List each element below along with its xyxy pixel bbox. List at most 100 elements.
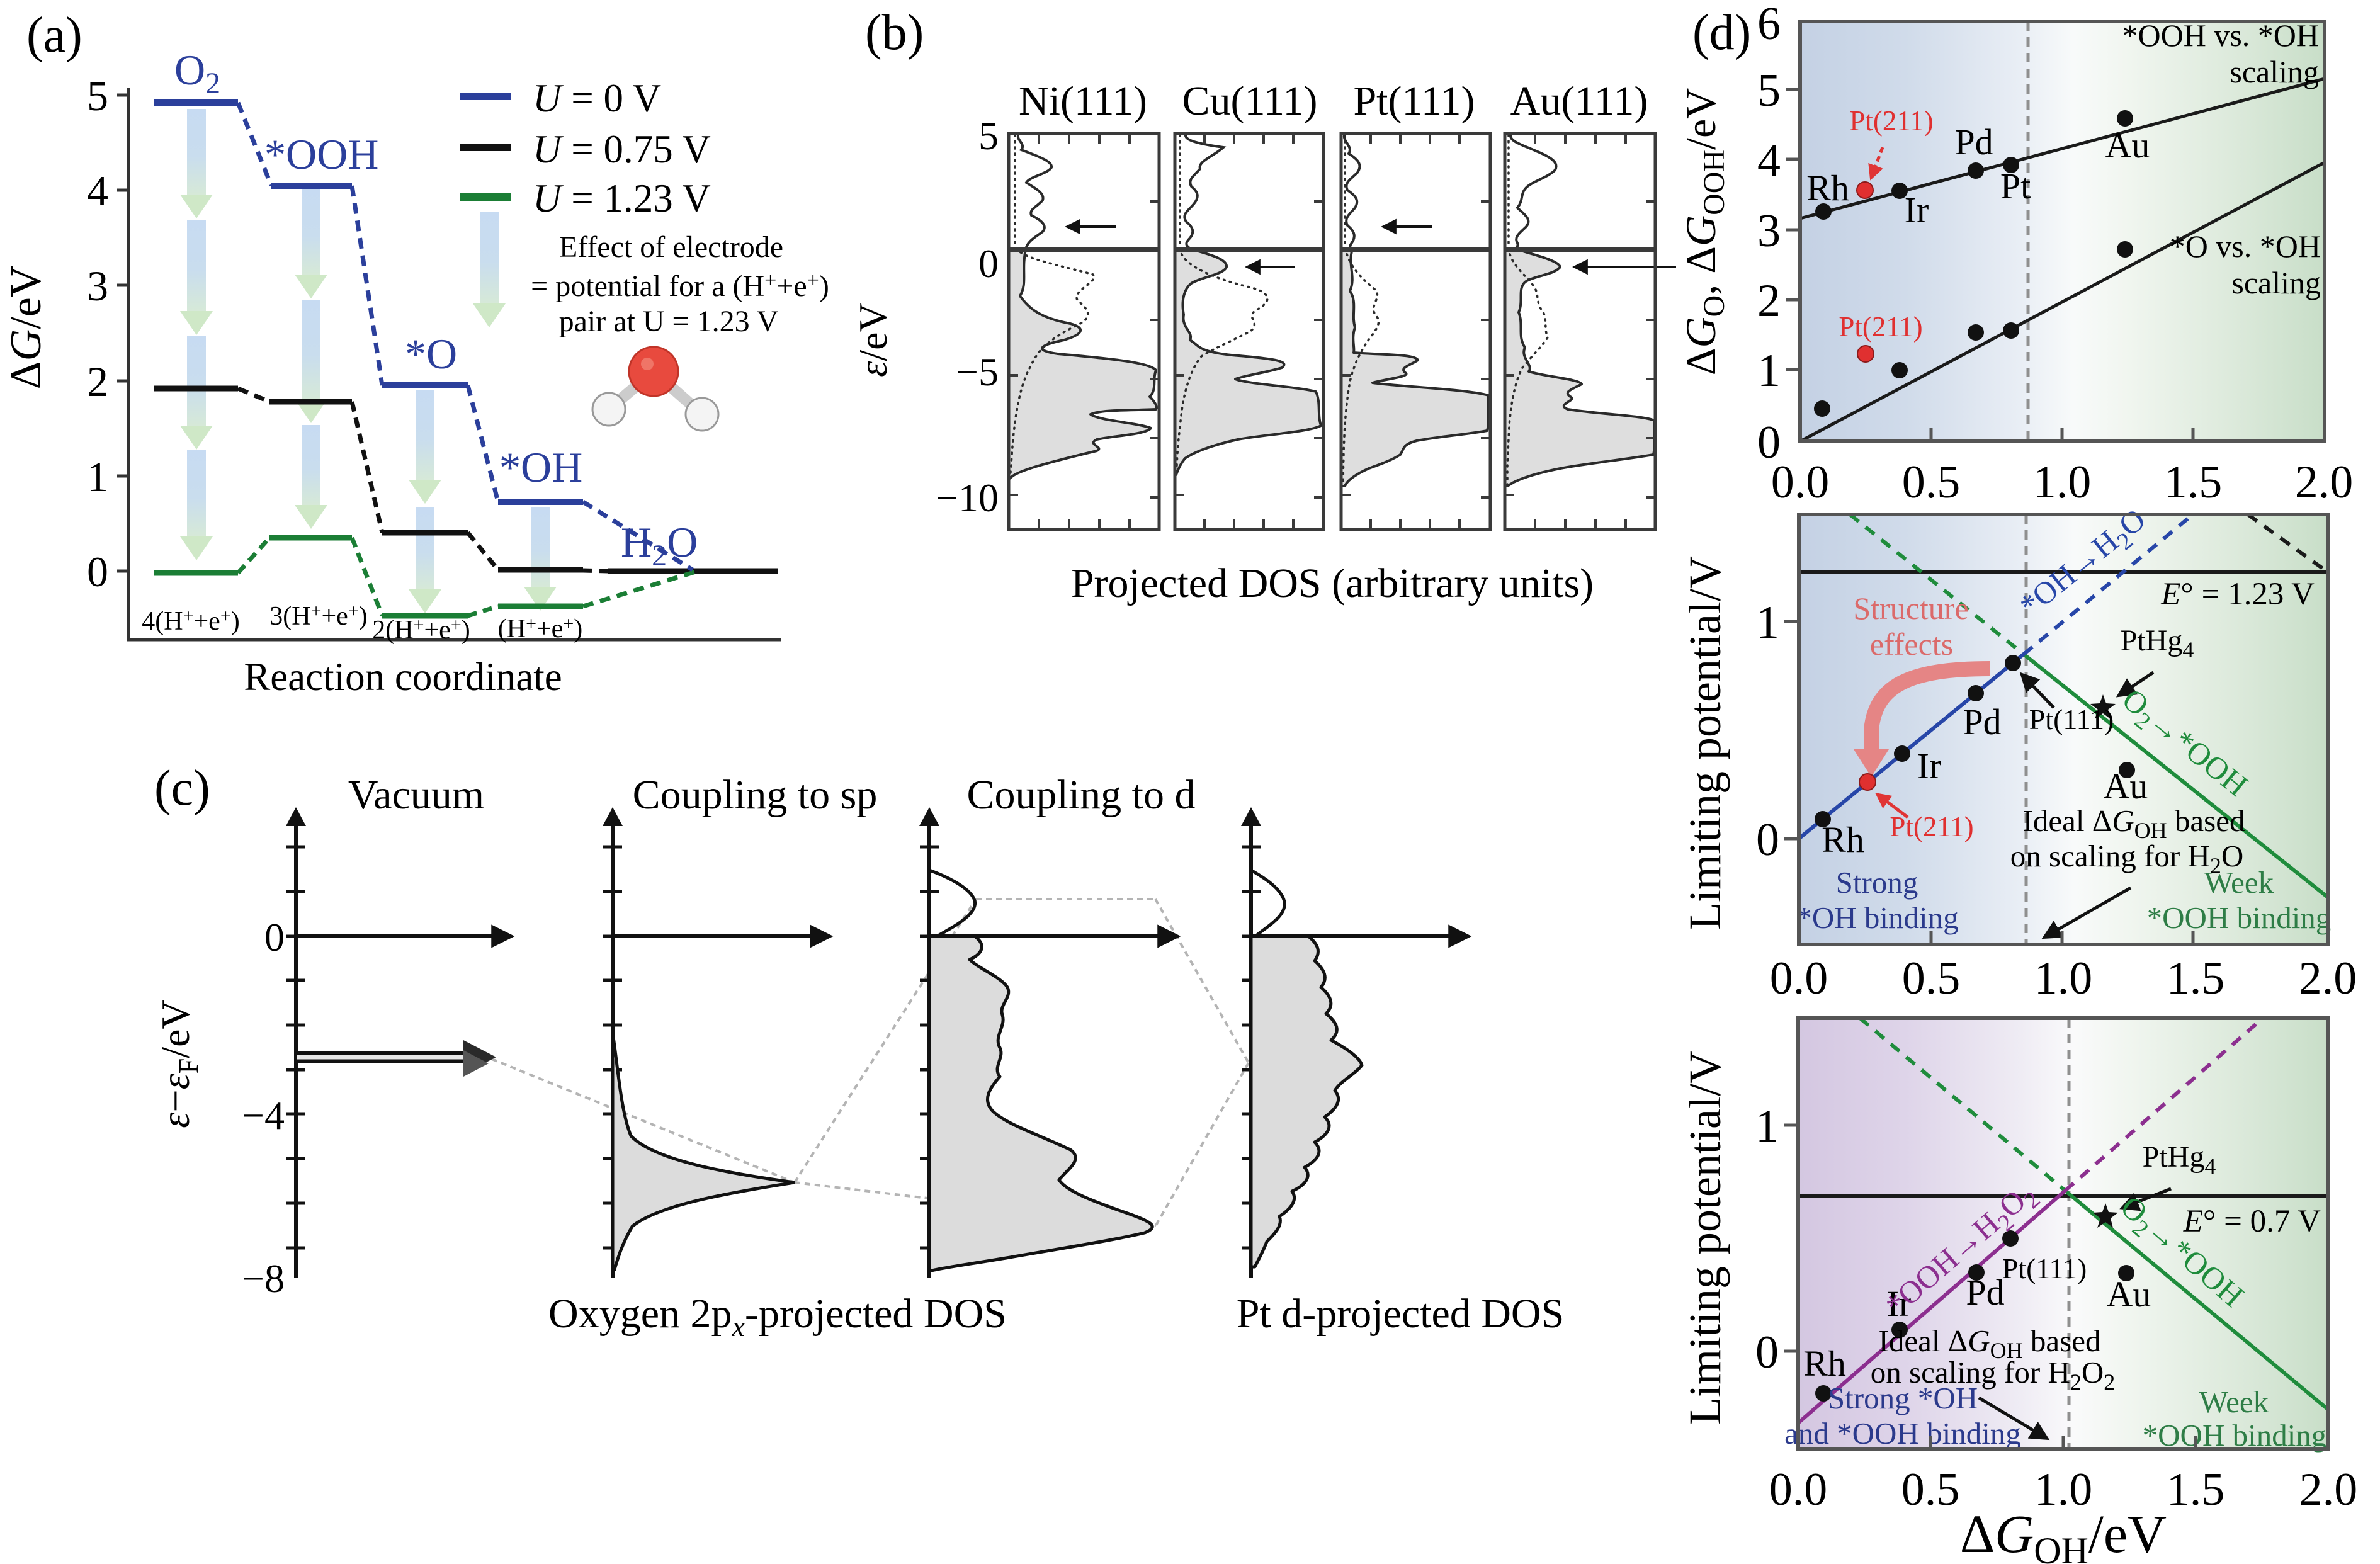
svg-text:and *OOH binding: and *OOH binding [1784,1416,2021,1451]
svg-text:2.0: 2.0 [2299,1464,2358,1516]
svg-text:pair at U = 1.23 V: pair at U = 1.23 V [559,305,779,338]
svg-text:0: 0 [87,548,108,596]
svg-text:Week: Week [2199,1385,2269,1419]
svg-text:1.0: 1.0 [2034,1464,2093,1516]
svg-text:3: 3 [1757,205,1781,257]
svg-text:Au: Au [2107,1274,2151,1315]
svg-text:*O vs. *OH: *O vs. *OH [2170,229,2321,264]
svg-text:2: 2 [87,358,108,405]
svg-text:Rh: Rh [1806,167,1849,208]
svg-text:0.0: 0.0 [1771,456,1830,508]
svg-text:6: 6 [1757,0,1781,50]
svg-text:5: 5 [1757,65,1781,116]
svg-text:Projected DOS (arbitrary units: Projected DOS (arbitrary units) [1071,560,1594,606]
svg-text:Pt: Pt [2000,166,2031,207]
svg-text:4(H++e+): 4(H++e+) [142,606,240,636]
svg-text:Ir: Ir [1887,1283,1912,1324]
svg-text:U = 0 V: U = 0 V [533,76,661,120]
svg-text:2.0: 2.0 [2295,456,2354,508]
svg-text:1.0: 1.0 [2033,456,2092,508]
svg-text:Cu(111): Cu(111) [1182,78,1317,124]
svg-text:5: 5 [978,113,999,158]
svg-text:PtHg4: PtHg4 [2121,624,2194,662]
svg-text:0.5: 0.5 [1901,1464,1960,1516]
svg-text:1: 1 [1756,597,1779,649]
svg-text:4: 4 [87,167,108,215]
svg-text:1.5: 1.5 [2167,953,2225,1004]
svg-text:Pd: Pd [1966,1272,2004,1313]
svg-text:Limiting potential/V: Limiting potential/V [1680,1051,1730,1425]
svg-text:−10: −10 [936,475,999,520]
svg-text:Vacuum: Vacuum [348,772,484,818]
svg-text:Rh: Rh [1803,1343,1846,1384]
svg-text:0.0: 0.0 [1770,953,1828,1004]
svg-text:*OH: *OH [499,443,582,491]
svg-text:*OOH: *OOH [264,130,378,178]
svg-text:*OOH vs. *OH: *OOH vs. *OH [2122,18,2320,53]
svg-text:Coupling to d: Coupling to d [966,772,1195,818]
svg-text:−8: −8 [242,1256,285,1301]
svg-text:Pt(211): Pt(211) [1849,105,1933,137]
svg-text:Coupling to sp: Coupling to sp [633,772,878,818]
svg-text:*OH binding: *OH binding [1796,900,1958,935]
svg-text:H2O: H2O [621,518,698,572]
svg-text:0.0: 0.0 [1769,1464,1828,1516]
svg-text:E° = 0.7 V: E° = 0.7 V [2183,1204,2321,1239]
svg-text:0: 0 [1757,417,1781,468]
svg-text:on scaling for H2O: on scaling for H2O [2010,839,2243,878]
svg-text:ε/eV: ε/eV [851,303,895,377]
svg-text:(H++e+): (H++e+) [498,613,583,643]
svg-text:1.5: 1.5 [2164,456,2223,508]
svg-text:Ir: Ir [1905,190,1929,230]
svg-text:Pt d-projected DOS: Pt d-projected DOS [1237,1291,1565,1337]
svg-text:Ideal ΔGOH based: Ideal ΔGOH based [2023,803,2245,843]
svg-text:Pt(211): Pt(211) [1839,311,1922,343]
svg-text:(c): (c) [154,761,210,816]
svg-text:−5: −5 [956,349,999,394]
svg-text:0: 0 [1755,1327,1779,1378]
svg-text:(a): (a) [26,8,82,63]
svg-text:E° = 1.23 V: E° = 1.23 V [2160,577,2315,612]
svg-text:4: 4 [1757,135,1781,186]
svg-text:*OOH binding: *OOH binding [2147,900,2332,935]
svg-text:1: 1 [1757,345,1781,397]
svg-text:5: 5 [87,72,108,120]
svg-text:Ni(111): Ni(111) [1019,78,1147,124]
svg-text:Strong: Strong [1836,865,1918,900]
svg-text:1: 1 [87,453,108,501]
svg-text:Pd: Pd [1963,701,2001,742]
svg-text:ΔGO, ΔGOOH/eV: ΔGO, ΔGOOH/eV [1677,88,1731,376]
svg-text:Limiting potential/V: Limiting potential/V [1680,556,1730,930]
svg-text:PtHg4: PtHg4 [2143,1140,2216,1179]
svg-text:O2: O2 [174,46,220,100]
svg-text:Reaction coordinate: Reaction coordinate [244,655,562,699]
svg-text:Week: Week [2204,865,2274,900]
svg-text:Structure: Structure [1853,591,1968,626]
svg-text:*O: *O [405,330,457,378]
svg-text:U = 0.75 V: U = 0.75 V [533,127,711,171]
svg-text:= potential for a (H++e+): = potential for a (H++e+) [531,269,829,303]
svg-text:Pd: Pd [1954,122,1993,162]
svg-text:Ir: Ir [1917,745,1942,786]
svg-text:scaling: scaling [2230,54,2319,89]
svg-text:U = 1.23 V: U = 1.23 V [533,176,711,220]
svg-text:1.5: 1.5 [2167,1464,2225,1516]
svg-text:Effect of electrode: Effect of electrode [559,230,783,264]
svg-text:−4: −4 [242,1093,285,1138]
svg-text:2: 2 [1757,275,1781,327]
svg-text:0: 0 [264,915,285,960]
svg-text:Au: Au [2105,125,2150,166]
svg-text:0.5: 0.5 [1902,953,1961,1004]
svg-text:Au: Au [2104,766,2148,807]
svg-text:Pt(111): Pt(111) [2029,703,2114,735]
svg-text:*OOH binding: *OOH binding [2143,1418,2327,1453]
svg-text:2.0: 2.0 [2299,953,2357,1004]
svg-text:Pt(211): Pt(211) [1890,811,1973,842]
svg-text:0: 0 [978,241,999,286]
svg-text:ΔG/eV: ΔG/eV [2,266,50,390]
svg-text:1: 1 [1755,1101,1779,1152]
svg-text:Pt(111): Pt(111) [1353,78,1475,124]
svg-text:0: 0 [1756,814,1779,866]
svg-text:(d): (d) [1692,5,1751,60]
svg-text:Au(111): Au(111) [1510,78,1648,124]
